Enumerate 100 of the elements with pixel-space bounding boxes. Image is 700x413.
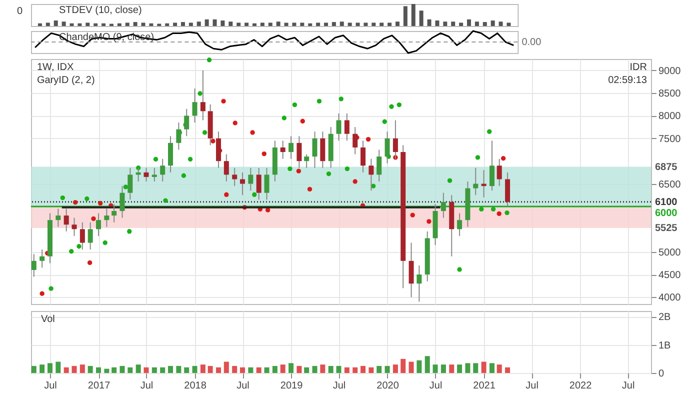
point	[352, 179, 358, 184]
bar	[192, 366, 198, 373]
band-label: 5525	[655, 223, 678, 234]
bar	[360, 366, 366, 373]
bar	[144, 367, 149, 373]
candlestick	[264, 167, 270, 200]
bar	[459, 22, 464, 26]
bar	[104, 368, 110, 373]
point	[232, 120, 238, 126]
candlestick	[352, 126, 358, 155]
bar	[149, 23, 154, 26]
candlestick	[344, 112, 350, 142]
bar	[196, 22, 201, 26]
candlestick	[489, 140, 494, 192]
bar	[64, 367, 69, 373]
bar	[316, 22, 320, 26]
y-tick-label: 4500	[658, 270, 682, 282]
point	[98, 200, 103, 206]
bar	[268, 22, 272, 26]
bar	[88, 366, 93, 373]
y-tick-label: 1B	[658, 340, 672, 352]
bar	[324, 22, 328, 26]
candlestick	[144, 167, 149, 182]
bar	[31, 366, 36, 373]
point	[307, 186, 312, 192]
bar	[136, 364, 141, 373]
candlestick	[376, 149, 382, 182]
bar	[481, 362, 486, 373]
ref-line-label: 6100	[655, 196, 678, 208]
chart-title: Vol	[41, 314, 55, 325]
bar	[256, 367, 262, 373]
point	[490, 206, 496, 212]
y-tick-label: 6500	[658, 179, 682, 190]
point	[426, 219, 432, 224]
candlestick	[152, 167, 157, 182]
candlestick	[312, 131, 318, 168]
bar	[332, 22, 336, 26]
x-tick-label: 2017	[88, 380, 111, 392]
bar	[482, 22, 487, 26]
bar	[344, 367, 350, 373]
bar	[280, 364, 286, 373]
bar	[352, 367, 358, 373]
bar	[78, 23, 82, 26]
point	[457, 267, 462, 272]
bar	[348, 22, 352, 26]
bar	[408, 362, 414, 373]
bar	[320, 364, 326, 373]
point	[300, 118, 305, 124]
y-tick-label: 2B	[658, 312, 672, 324]
point	[396, 102, 402, 108]
point	[389, 104, 394, 109]
point	[316, 98, 322, 104]
bar	[384, 366, 390, 373]
bar	[72, 366, 77, 373]
point	[496, 211, 502, 216]
candlestick	[440, 192, 446, 218]
bar	[180, 22, 185, 26]
x-tick-label: 2021	[473, 380, 496, 392]
bar	[400, 358, 406, 373]
bar	[38, 23, 42, 26]
bar	[102, 23, 106, 26]
bar	[220, 20, 225, 26]
bar	[380, 22, 384, 26]
bar	[288, 363, 294, 373]
y-tick-label: 7500	[658, 134, 682, 145]
bar	[54, 20, 58, 26]
candlestick	[104, 208, 110, 228]
bar	[160, 367, 166, 373]
bar	[368, 367, 374, 373]
bar	[356, 22, 360, 26]
bar	[40, 364, 45, 373]
chart-title: 1W, IDX	[37, 62, 74, 73]
point	[344, 166, 350, 172]
point	[479, 206, 484, 212]
bar	[435, 20, 440, 26]
bar	[284, 22, 288, 26]
candlestick	[240, 172, 245, 196]
point	[224, 192, 229, 197]
candlestick	[296, 136, 302, 168]
point	[69, 249, 74, 254]
bar	[340, 22, 344, 26]
point	[338, 96, 344, 102]
bar	[276, 22, 280, 26]
bar	[184, 367, 190, 373]
bar	[496, 364, 502, 373]
bar	[440, 364, 446, 373]
candlestick	[304, 154, 310, 168]
point	[198, 91, 202, 96]
point	[382, 119, 387, 124]
point	[48, 286, 54, 291]
point	[84, 196, 90, 202]
bar	[224, 362, 229, 373]
bar	[62, 22, 66, 26]
bar	[364, 22, 368, 26]
bar	[168, 366, 174, 373]
point	[475, 155, 480, 160]
bar	[451, 22, 456, 26]
bar	[465, 363, 470, 373]
point	[262, 151, 266, 156]
x-tick-label: Jul	[526, 380, 538, 392]
